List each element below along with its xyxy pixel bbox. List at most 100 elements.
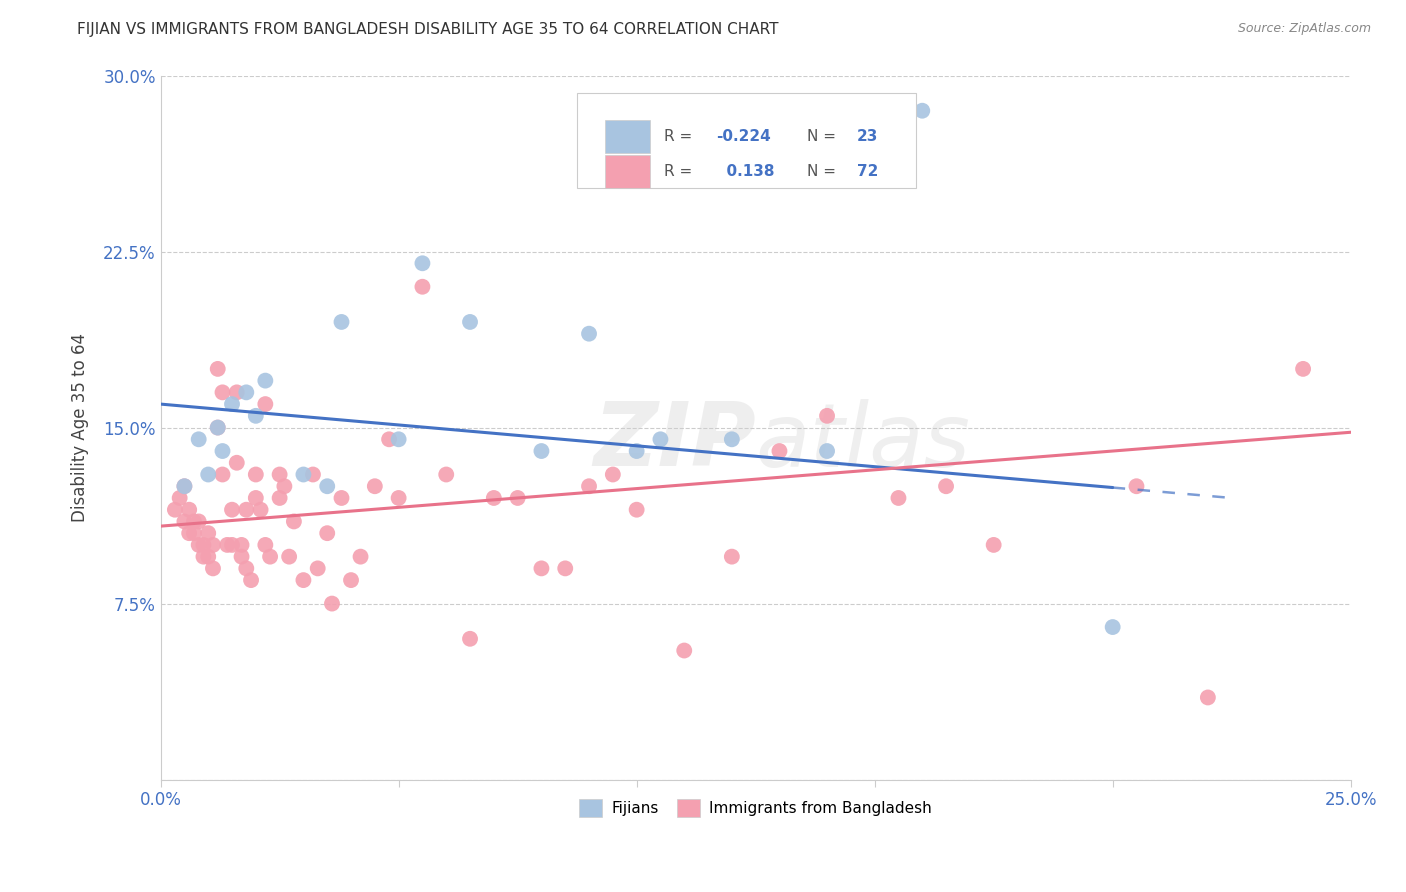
Point bbox=[273, 479, 295, 493]
Text: atlas: atlas bbox=[755, 399, 970, 484]
Point bbox=[211, 385, 233, 400]
Text: R =: R = bbox=[664, 128, 697, 144]
Point bbox=[254, 397, 277, 411]
Legend: Fijians, Immigrants from Bangladesh: Fijians, Immigrants from Bangladesh bbox=[572, 792, 939, 825]
Point bbox=[1101, 620, 1123, 634]
Point bbox=[307, 561, 329, 575]
Point bbox=[221, 538, 243, 552]
Point bbox=[340, 573, 363, 587]
Point bbox=[1292, 362, 1315, 376]
Point bbox=[458, 315, 481, 329]
Point bbox=[211, 467, 233, 482]
Text: R =: R = bbox=[664, 164, 697, 179]
Point bbox=[197, 526, 219, 541]
Point bbox=[1125, 479, 1147, 493]
Point bbox=[626, 502, 648, 516]
Point bbox=[197, 549, 219, 564]
Point bbox=[245, 409, 267, 423]
Point bbox=[578, 479, 600, 493]
Point bbox=[316, 526, 339, 541]
Point bbox=[721, 432, 744, 446]
Point bbox=[292, 573, 315, 587]
Point bbox=[721, 549, 744, 564]
Point bbox=[193, 549, 215, 564]
Point bbox=[330, 315, 353, 329]
Point bbox=[626, 444, 648, 458]
Point bbox=[887, 491, 910, 505]
Point bbox=[349, 549, 371, 564]
Point bbox=[249, 502, 271, 516]
Point bbox=[193, 538, 215, 552]
FancyBboxPatch shape bbox=[605, 155, 650, 188]
Point bbox=[1197, 690, 1219, 705]
Point bbox=[458, 632, 481, 646]
Text: Source: ZipAtlas.com: Source: ZipAtlas.com bbox=[1237, 22, 1371, 36]
Text: 72: 72 bbox=[856, 164, 879, 179]
Text: -0.224: -0.224 bbox=[717, 128, 770, 144]
Point bbox=[278, 549, 301, 564]
Point bbox=[411, 279, 433, 293]
Point bbox=[187, 538, 209, 552]
Point bbox=[221, 502, 243, 516]
Point bbox=[269, 467, 291, 482]
Point bbox=[554, 561, 576, 575]
Point bbox=[211, 444, 233, 458]
Point bbox=[673, 643, 696, 657]
Point bbox=[434, 467, 457, 482]
Point bbox=[173, 479, 195, 493]
Point bbox=[163, 502, 186, 516]
Point bbox=[388, 432, 411, 446]
Point bbox=[935, 479, 957, 493]
Point bbox=[316, 479, 339, 493]
Point bbox=[283, 515, 305, 529]
Point bbox=[225, 456, 247, 470]
Point bbox=[245, 467, 267, 482]
Point bbox=[650, 432, 672, 446]
Point bbox=[768, 444, 790, 458]
Point bbox=[169, 491, 191, 505]
FancyBboxPatch shape bbox=[605, 120, 650, 153]
Point bbox=[388, 491, 411, 505]
Point bbox=[183, 526, 205, 541]
Point bbox=[173, 479, 195, 493]
Point bbox=[221, 397, 243, 411]
Point bbox=[201, 538, 224, 552]
Point bbox=[602, 467, 624, 482]
Text: N =: N = bbox=[807, 128, 841, 144]
Point bbox=[183, 515, 205, 529]
Point bbox=[364, 479, 387, 493]
Point bbox=[815, 444, 838, 458]
Point bbox=[321, 597, 343, 611]
Point bbox=[292, 467, 315, 482]
Point bbox=[254, 538, 277, 552]
Point bbox=[911, 103, 934, 118]
Point bbox=[506, 491, 529, 505]
Point bbox=[302, 467, 325, 482]
Point bbox=[225, 385, 247, 400]
Point bbox=[187, 432, 209, 446]
Point bbox=[231, 538, 253, 552]
Text: 23: 23 bbox=[856, 128, 879, 144]
Point bbox=[173, 515, 195, 529]
Point bbox=[254, 374, 277, 388]
Point bbox=[530, 561, 553, 575]
Point bbox=[235, 385, 257, 400]
Point bbox=[259, 549, 281, 564]
Point bbox=[530, 444, 553, 458]
Point bbox=[815, 409, 838, 423]
Text: 0.138: 0.138 bbox=[717, 164, 775, 179]
Point bbox=[983, 538, 1005, 552]
FancyBboxPatch shape bbox=[576, 93, 917, 188]
Text: FIJIAN VS IMMIGRANTS FROM BANGLADESH DISABILITY AGE 35 TO 64 CORRELATION CHART: FIJIAN VS IMMIGRANTS FROM BANGLADESH DIS… bbox=[77, 22, 779, 37]
Point bbox=[235, 561, 257, 575]
Point bbox=[240, 573, 263, 587]
Point bbox=[201, 561, 224, 575]
Point bbox=[197, 467, 219, 482]
Point bbox=[235, 502, 257, 516]
Y-axis label: Disability Age 35 to 64: Disability Age 35 to 64 bbox=[72, 333, 89, 522]
Point bbox=[378, 432, 401, 446]
Point bbox=[330, 491, 353, 505]
Point bbox=[411, 256, 433, 270]
Point bbox=[207, 420, 229, 434]
Point bbox=[245, 491, 267, 505]
